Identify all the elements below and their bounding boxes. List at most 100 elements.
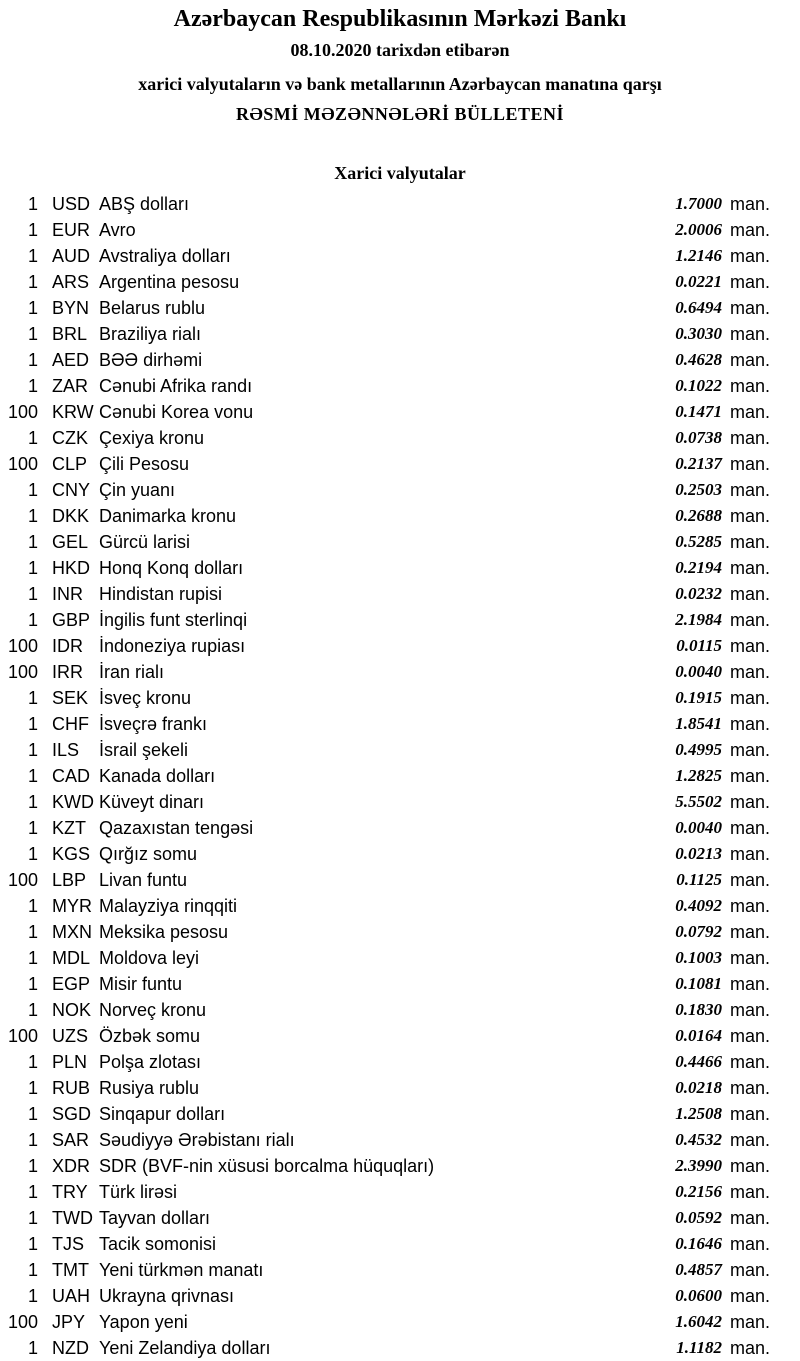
unit-label: man. (730, 584, 771, 604)
unit-label: man. (730, 792, 771, 812)
currency-name: Honq Konq dolları (99, 558, 244, 578)
quantity: 1 (27, 1000, 38, 1020)
currency-code: AUD (52, 246, 91, 266)
quantity: 1 (27, 974, 38, 994)
currency-code: CZK (52, 428, 88, 448)
currency-name: Avstraliya dolları (99, 246, 231, 266)
rate-row-idr: 100 IDR İndoneziya rupiası 0.0115 man. (0, 633, 800, 659)
quantity: 1 (27, 376, 38, 396)
rate-row-mdl: 1 MDL Moldova leyi 0.1003 man. (0, 945, 800, 971)
quantity: 1 (27, 714, 38, 734)
rate-value: 0.1003 (675, 948, 722, 967)
unit-label: man. (730, 1104, 771, 1124)
rate-value: 0.1081 (675, 974, 722, 993)
currency-code: BRL (52, 324, 88, 344)
unit-label: man. (730, 870, 771, 890)
rate-row-ils: 1 ILS İsrail şekeli 0.4995 man. (0, 737, 800, 763)
unit-label: man. (730, 428, 771, 448)
currency-code: CHF (52, 714, 89, 734)
rate-row-hkd: 1 HKD Honq Konq dolları 0.2194 man. (0, 555, 800, 581)
rate-value: 1.1182 (676, 1338, 722, 1357)
currency-code: KGS (52, 844, 91, 864)
currency-name: Küveyt dinarı (99, 792, 205, 812)
rate-row-jpy: 100 JPY Yapon yeni 1.6042 man. (0, 1309, 800, 1335)
rate-value: 0.0040 (675, 818, 722, 837)
rate-row-try: 1 TRY Türk lirəsi 0.2156 man. (0, 1179, 800, 1205)
quantity: 100 (7, 454, 38, 474)
unit-label: man. (730, 766, 771, 786)
rate-row-ars: 1 ARS Argentina pesosu 0.0221 man. (0, 269, 800, 295)
rate-row-chf: 1 CHF İsveçrə frankı 1.8541 man. (0, 711, 800, 737)
unit-label: man. (730, 948, 771, 968)
rate-value: 0.0115 (676, 636, 722, 655)
quantity: 1 (27, 220, 38, 240)
currency-code: EUR (52, 220, 91, 240)
quantity: 1 (27, 1078, 38, 1098)
quantity: 100 (7, 402, 38, 422)
unit-label: man. (730, 506, 771, 526)
currency-code: MYR (52, 896, 92, 916)
currency-code: HKD (52, 558, 91, 578)
currency-code: ILS (52, 740, 80, 760)
currency-code: JPY (52, 1312, 86, 1332)
currency-name: İsveç kronu (99, 688, 192, 708)
quantity: 1 (27, 558, 38, 578)
rate-value: 0.1830 (675, 1000, 722, 1019)
rate-value: 0.0221 (675, 272, 722, 291)
currency-code: MDL (52, 948, 91, 968)
rate-value: 0.0164 (675, 1026, 722, 1045)
currency-name: Avro (99, 220, 136, 240)
rate-row-kzt: 1 KZT Qazaxıstan tengəsi 0.0040 man. (0, 815, 800, 841)
currency-name: ABŞ dolları (99, 194, 190, 214)
unit-label: man. (730, 740, 771, 760)
currency-code: ARS (52, 272, 90, 292)
unit-label: man. (730, 610, 771, 630)
currency-name: İndoneziya rupiası (99, 636, 246, 656)
currency-code: ZAR (52, 376, 88, 396)
unit-label: man. (730, 662, 771, 682)
rate-value: 0.1646 (675, 1234, 722, 1253)
currency-code: MXN (52, 922, 92, 942)
rate-row-kwd: 1 KWD Küveyt dinarı 5.5502 man. (0, 789, 800, 815)
currency-name: Özbək somu (99, 1026, 201, 1046)
rate-value: 0.0218 (675, 1078, 722, 1097)
unit-label: man. (730, 324, 771, 344)
rate-value: 0.0213 (675, 844, 722, 863)
quantity: 1 (27, 428, 38, 448)
rate-value: 0.4995 (675, 740, 722, 759)
unit-label: man. (730, 454, 771, 474)
currency-name: Braziliya rialı (99, 324, 202, 344)
unit-label: man. (730, 1052, 771, 1072)
currency-code: NOK (52, 1000, 92, 1020)
quantity: 100 (7, 870, 38, 890)
currency-name: Cənubi Korea vonu (99, 402, 254, 422)
currency-code: TJS (52, 1234, 85, 1254)
unit-label: man. (730, 714, 771, 734)
currency-code: UAH (52, 1286, 91, 1306)
currency-code: KRW (52, 402, 94, 422)
unit-label: man. (730, 1312, 771, 1332)
currency-name: Tacik somonisi (99, 1234, 217, 1254)
currency-code: KZT (52, 818, 86, 838)
rate-value: 1.8541 (675, 714, 722, 733)
rate-value: 0.0232 (675, 584, 722, 603)
quantity: 1 (27, 688, 38, 708)
unit-label: man. (730, 298, 771, 318)
currency-code: CLP (52, 454, 88, 474)
rate-value: 1.2508 (675, 1104, 722, 1123)
currency-name: İran rialı (99, 662, 165, 682)
rate-value: 0.0592 (675, 1208, 722, 1227)
unit-label: man. (730, 896, 771, 916)
rate-value: 0.3030 (675, 324, 722, 343)
rate-row-brl: 1 BRL Braziliya rialı 0.3030 man. (0, 321, 800, 347)
currency-name: Polşa zlotası (99, 1052, 202, 1072)
rate-row-cad: 1 CAD Kanada dolları 1.2825 man. (0, 763, 800, 789)
unit-label: man. (730, 194, 771, 214)
rate-row-xdr: 1 XDR SDR (BVF-nin xüsusi borcalma hüquqla… (0, 1153, 800, 1179)
rate-row-nok: 1 NOK Norveç kronu 0.1830 man. (0, 997, 800, 1023)
currency-code: IDR (52, 636, 83, 656)
unit-label: man. (730, 1286, 771, 1306)
currency-name: SDR (BVF-nin xüsusi borcalma hüquqları) (99, 1156, 435, 1176)
currency-code: GBP (52, 610, 91, 630)
rate-row-czk: 1 CZK Çexiya kronu 0.0738 man. (0, 425, 800, 451)
